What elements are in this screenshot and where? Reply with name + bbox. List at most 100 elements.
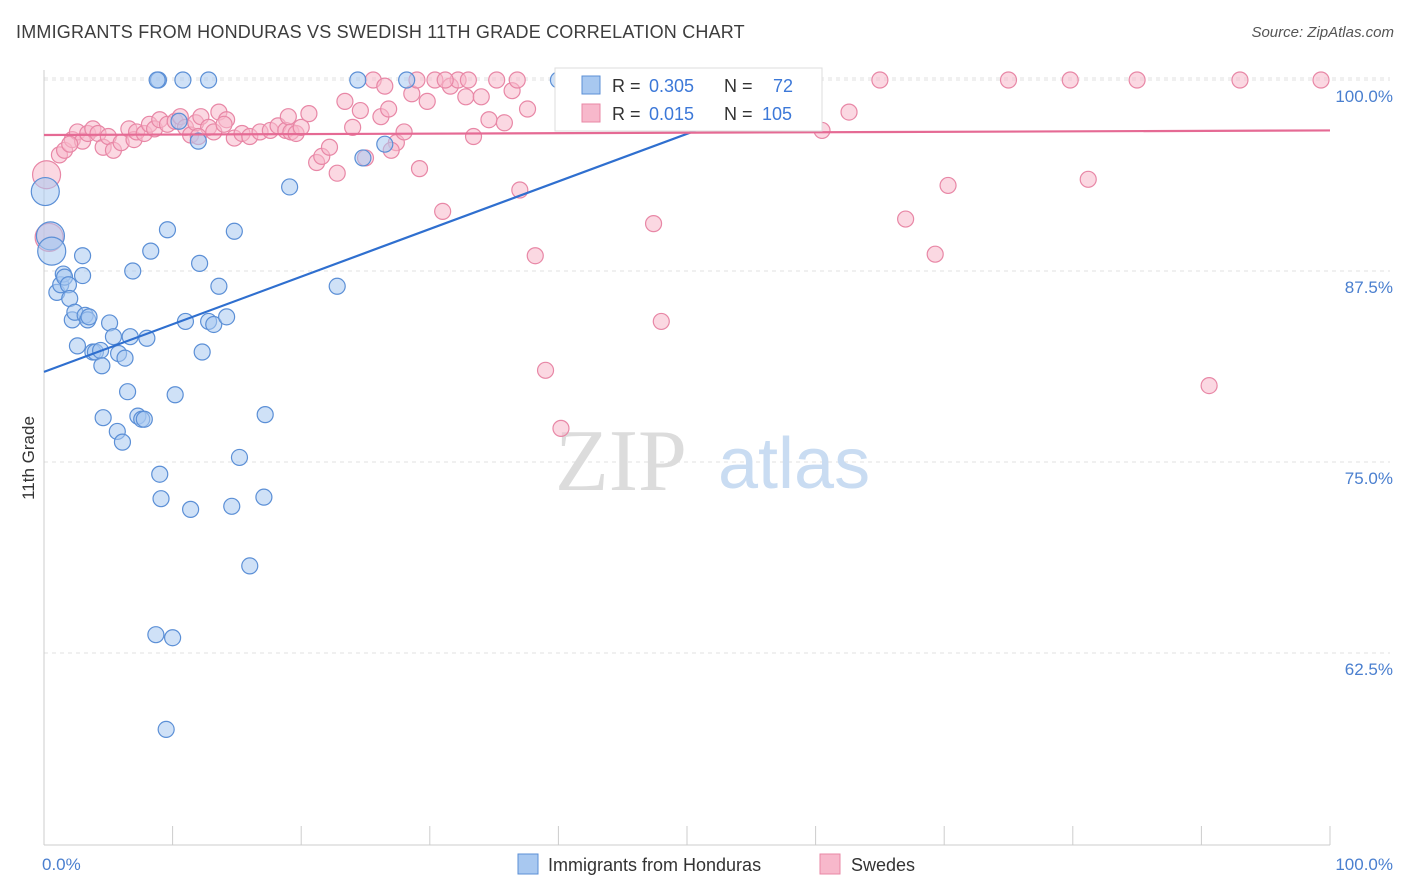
legend-n-label-honduras: N = [724,76,753,96]
honduras-point [73,247,92,265]
y-tick-labels: 62.5% 75.0% 87.5% 100.0% [1335,87,1393,679]
honduras-trend-line [43,123,714,373]
swedes-point [328,164,346,182]
honduras-point [210,277,228,295]
series-legend: Immigrants from Honduras Swedes [517,853,915,875]
honduras-point [281,178,299,196]
honduras-point [256,406,274,424]
honduras-point [142,242,160,260]
y-tick-label: 100.0% [1335,87,1393,106]
watermark-zip: ZIP [555,413,687,510]
chart-title: IMMIGRANTS FROM HONDURAS VS SWEDISH 11TH… [16,22,745,42]
bottom-legend-swatch-honduras [517,853,539,875]
source-label: Source: ZipAtlas.com [1251,24,1394,41]
bottom-legend-label-honduras: Immigrants from Honduras [548,855,761,875]
swedes-point [840,103,858,121]
swedes-point [495,114,513,132]
swedes-point [1200,377,1218,395]
swedes-point [518,100,537,118]
honduras-point [193,343,211,361]
swedes-point [320,138,339,156]
swedes-point [418,92,436,110]
legend-r-value-swedes: 0.015 [649,104,694,124]
honduras-point [174,71,192,89]
honduras-point [118,383,137,401]
honduras-point [94,409,112,427]
honduras-point [158,221,177,239]
legend-n-value-swedes: 105 [762,104,792,124]
honduras-point [151,465,169,483]
honduras-point [80,308,98,326]
honduras-point [124,262,142,280]
swedes-point [344,118,362,136]
honduras-point [241,557,259,575]
honduras-point [182,500,200,518]
honduras-point [157,720,175,739]
honduras-point [68,337,87,355]
swedes-point [644,215,663,233]
swedes-point [376,77,394,95]
bottom-legend-swatch-swedes [819,853,841,875]
swedes-point [1231,71,1249,89]
swedes-point [1079,170,1097,188]
swedes-point [472,88,490,106]
stats-legend: R = 0.305 N = 72 R = 0.015 N = 105 [554,67,823,132]
honduras-point [152,490,170,508]
honduras-point [104,328,123,346]
swedes-point [999,71,1018,89]
honduras-point [135,410,153,428]
swedes-point [457,88,475,106]
swedes-point [526,247,544,265]
honduras-point [398,71,416,89]
legend-r-label-honduras: R = [612,76,641,96]
swedes-point [434,202,452,221]
swedes-point [351,101,369,120]
swedes-point [508,71,526,89]
honduras-point [166,386,184,404]
swedes-point [480,111,498,129]
legend-swatch-honduras [581,75,601,95]
honduras-point [354,149,372,167]
swedes-point [459,71,477,89]
honduras-point [200,71,218,89]
swedes-point [380,100,398,118]
swedes-point [552,419,570,437]
y-axis-label: 11th Grade [19,416,38,500]
trend-lines [43,123,1331,373]
y-tick-label: 75.0% [1345,469,1393,488]
swedes-trend-line [43,129,1331,137]
x-tick-label-max: 100.0% [1335,855,1393,874]
legend-r-label-swedes: R = [612,104,641,124]
bottom-legend-label-swedes: Swedes [851,855,915,875]
honduras-point [164,629,182,647]
swedes-point [1312,71,1330,89]
honduras-point [189,132,207,150]
swedes-point [897,210,915,228]
honduras-points [30,71,696,739]
legend-n-label-swedes: N = [724,104,753,124]
x-tick-label-min: 0.0% [42,855,81,874]
honduras-point [116,349,134,367]
legend-n-value-honduras: 72 [773,76,793,96]
watermark-atlas: atlas [718,424,870,504]
swedes-point [939,176,957,195]
swedes-point [926,245,944,263]
swedes-point [292,118,310,136]
swedes-point [871,71,889,89]
swedes-point [300,105,318,123]
honduras-point [255,488,273,506]
honduras-point [230,448,249,467]
honduras-point [147,626,165,644]
honduras-point [93,357,111,375]
honduras-point [113,433,132,451]
swedes-point [1061,71,1079,89]
honduras-point [223,497,241,515]
swedes-point [436,71,454,89]
swedes-point [215,115,233,133]
honduras-point [191,254,209,272]
swedes-point [536,361,555,379]
honduras-point [349,71,367,89]
honduras-point [225,222,243,240]
honduras-point [376,135,394,153]
